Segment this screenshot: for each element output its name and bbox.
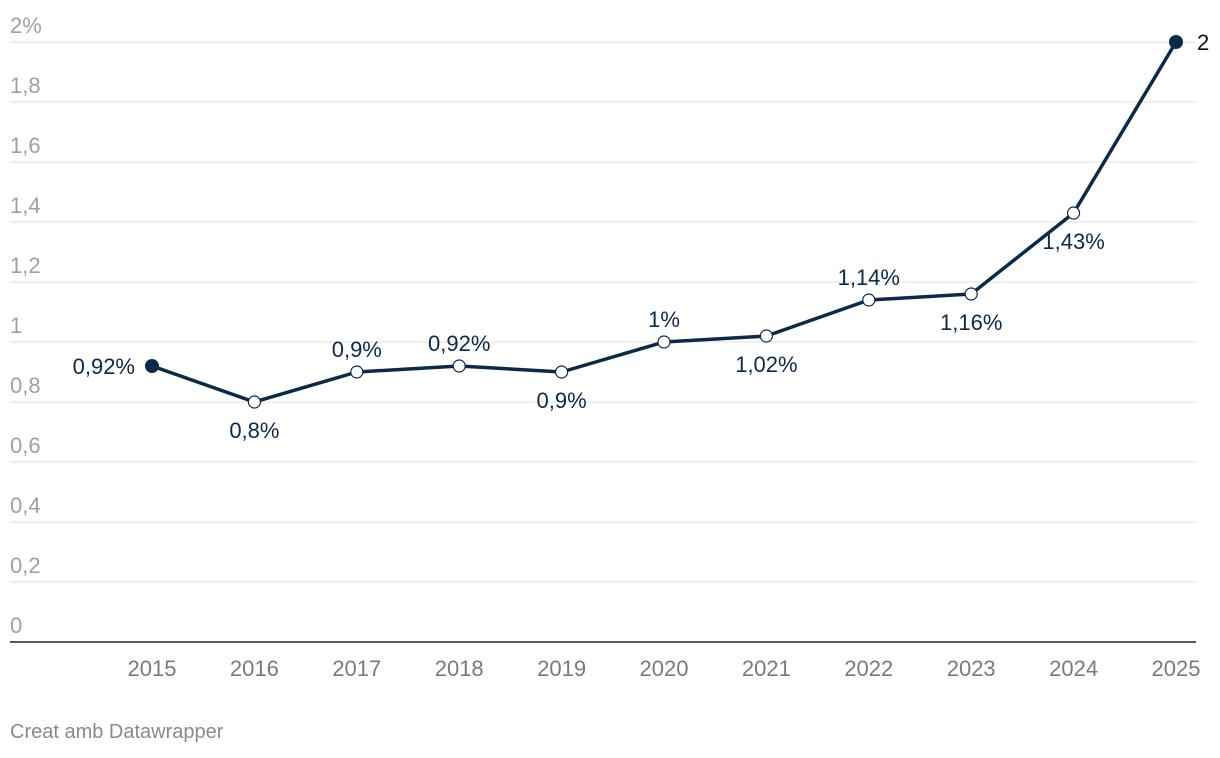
x-tick-label: 2024 — [1049, 656, 1098, 681]
data-point — [759, 329, 774, 343]
y-tick-label: 0,6 — [10, 433, 41, 458]
x-tick-label: 2017 — [332, 656, 381, 681]
y-tick-label: 1,4 — [10, 193, 41, 218]
data-point — [862, 293, 876, 307]
data-point — [452, 359, 466, 373]
y-tick-label: 0 — [10, 613, 22, 638]
x-tick-label: 2016 — [230, 656, 279, 681]
credit-text[interactable]: Creat amb Datawrapper — [10, 721, 224, 743]
data-label: 0,92% — [428, 331, 490, 356]
y-tick-label: 2% — [10, 13, 42, 38]
data-point — [350, 365, 364, 379]
y-tick-label: 1,2 — [10, 253, 41, 278]
x-tick-label: 2019 — [537, 656, 586, 681]
x-tick-label: 2020 — [640, 656, 689, 681]
data-label: 1,02% — [735, 352, 797, 377]
y-tick-label: 1 — [10, 313, 22, 338]
data-point — [1169, 35, 1183, 49]
data-label: 2 — [1197, 30, 1209, 55]
data-label: 1,43% — [1042, 229, 1104, 254]
data-label: 0,92% — [73, 354, 135, 379]
data-point — [657, 335, 671, 349]
data-point — [1066, 206, 1081, 220]
y-tick-label: 1,6 — [10, 133, 41, 158]
y-tick-label: 0,2 — [10, 553, 41, 578]
data-point — [145, 359, 159, 373]
data-label: 0,8% — [229, 418, 279, 443]
x-tick-label: 2025 — [1152, 656, 1201, 681]
x-tick-label: 2022 — [844, 656, 893, 681]
y-tick-label: 0,8 — [10, 373, 41, 398]
data-label: 0,9% — [332, 337, 382, 362]
line-chart: 0 0,2 0,4 0,6 0,8 1 1,2 1,4 1,6 1,8 2% 2015 2016 2017… — [10, 13, 1209, 681]
data-label: 1,14% — [838, 265, 900, 290]
data-point — [247, 395, 261, 409]
data-label: 1,16% — [940, 310, 1002, 335]
x-tick-label: 2021 — [742, 656, 791, 681]
y-tick-label: 1,8 — [10, 73, 41, 98]
data-label: 1% — [648, 307, 680, 332]
x-tick-label: 2015 — [128, 656, 177, 681]
x-tick-label: 2023 — [947, 656, 996, 681]
data-point — [964, 287, 978, 301]
x-tick-label: 2018 — [435, 656, 484, 681]
y-tick-label: 0,4 — [10, 493, 41, 518]
data-label: 0,9% — [537, 388, 587, 413]
data-point — [554, 365, 569, 379]
